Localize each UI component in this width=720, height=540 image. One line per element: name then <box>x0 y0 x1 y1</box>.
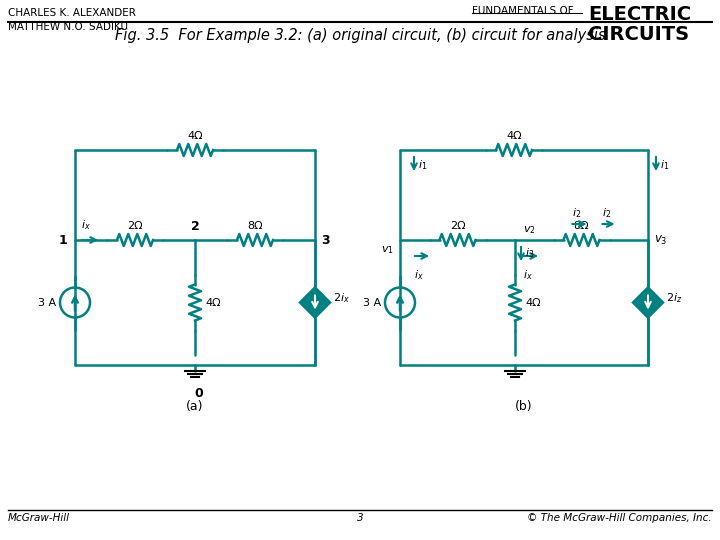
Text: (b): (b) <box>516 400 533 413</box>
Text: McGraw-Hill: McGraw-Hill <box>8 513 70 523</box>
Text: 2Ω: 2Ω <box>127 221 143 231</box>
Text: $v_3$: $v_3$ <box>654 233 667 247</box>
Text: $i_x$: $i_x$ <box>81 218 91 232</box>
Text: © The McGraw-Hill Companies, Inc.: © The McGraw-Hill Companies, Inc. <box>527 513 712 523</box>
Text: 3 A: 3 A <box>38 298 56 307</box>
Text: 8Ω: 8Ω <box>247 221 263 231</box>
Text: CHARLES K. ALEXANDER
MATTHEW N.O. SADIKU: CHARLES K. ALEXANDER MATTHEW N.O. SADIKU <box>8 8 136 32</box>
Polygon shape <box>633 287 663 318</box>
Text: $i_1$: $i_1$ <box>660 158 670 172</box>
Text: $v_1$: $v_1$ <box>381 244 394 256</box>
Text: 0: 0 <box>194 387 203 400</box>
Text: 2Ω: 2Ω <box>450 221 465 231</box>
Text: $i_2$: $i_2$ <box>572 206 581 220</box>
Text: 4Ω: 4Ω <box>525 298 541 307</box>
Text: 3 A: 3 A <box>363 298 381 307</box>
Text: (a): (a) <box>186 400 204 413</box>
Text: $2i_z$: $2i_z$ <box>666 292 683 306</box>
Text: FUNDAMENTALS OF: FUNDAMENTALS OF <box>472 6 574 16</box>
Text: $i_3$: $i_3$ <box>525 246 534 260</box>
Text: 3: 3 <box>321 233 330 246</box>
Text: 1: 1 <box>58 233 67 246</box>
Text: $v_2$: $v_2$ <box>523 224 536 236</box>
Text: $i_2$: $i_2$ <box>601 206 611 220</box>
Text: ELECTRIC
CIRCUITS: ELECTRIC CIRCUITS <box>588 5 691 44</box>
Text: $i_x$: $i_x$ <box>414 268 424 282</box>
Text: 4Ω: 4Ω <box>205 298 220 307</box>
Text: 3: 3 <box>356 513 364 523</box>
Text: $2i_x$: $2i_x$ <box>333 292 350 306</box>
Text: 4Ω: 4Ω <box>506 131 522 141</box>
Text: 4Ω: 4Ω <box>187 131 203 141</box>
Polygon shape <box>300 287 330 318</box>
Text: $i_x$: $i_x$ <box>523 268 533 282</box>
Text: 8Ω: 8Ω <box>574 221 589 231</box>
Text: Fig. 3.5  For Example 3.2: (a) original circuit, (b) circuit for analysis: Fig. 3.5 For Example 3.2: (a) original c… <box>114 28 606 43</box>
Text: $i_1$: $i_1$ <box>418 158 428 172</box>
Text: 2: 2 <box>191 220 199 233</box>
